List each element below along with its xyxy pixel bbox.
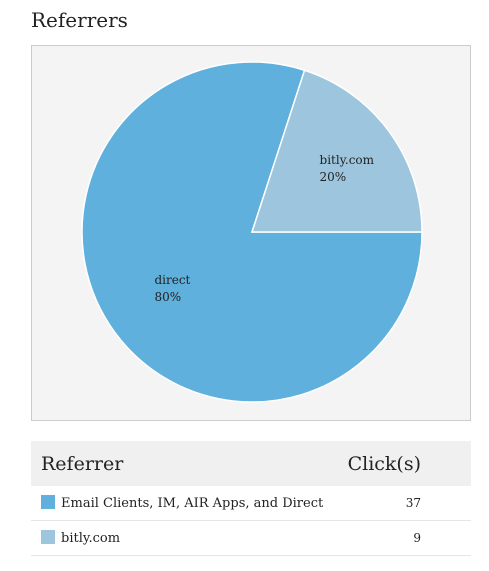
slice-value-label: 20% <box>320 170 347 184</box>
header-cell: Referrer <box>31 441 337 486</box>
table-row: bitly.com 9 <box>31 520 471 556</box>
header-row: Referrer Click(s) <box>31 441 471 486</box>
slice-value-label: 80% <box>154 290 181 304</box>
referrer-cell: Email Clients, IM, AIR Apps, and Direct <box>31 486 337 521</box>
referrer-cell: bitly.com <box>31 520 337 556</box>
clicks-cell: 37 <box>336 486 471 521</box>
slice-label: bitly.com <box>320 153 375 167</box>
page-title: Referrers <box>31 8 128 32</box>
referrer-name: bitly.com <box>61 531 121 546</box>
slice-label: direct <box>154 273 190 287</box>
header-cell: Click(s) <box>336 441 471 486</box>
pie-chart: direct 80% bitly.com 20% <box>81 61 423 403</box>
referrer-name: Email Clients, IM, AIR Apps, and Direct <box>61 496 324 511</box>
chart-box: direct 80% bitly.com 20% <box>31 45 471 421</box>
clicks-cell: 9 <box>336 520 471 556</box>
table-row: Email Clients, IM, AIR Apps, and Direct 3… <box>31 486 471 521</box>
pie-slice <box>250 69 423 233</box>
pie-slice <box>81 61 423 403</box>
referrer-table: Referrer Click(s) Email Clients, IM, AIR… <box>31 441 471 556</box>
color-swatch <box>41 530 55 544</box>
color-swatch <box>41 495 55 509</box>
